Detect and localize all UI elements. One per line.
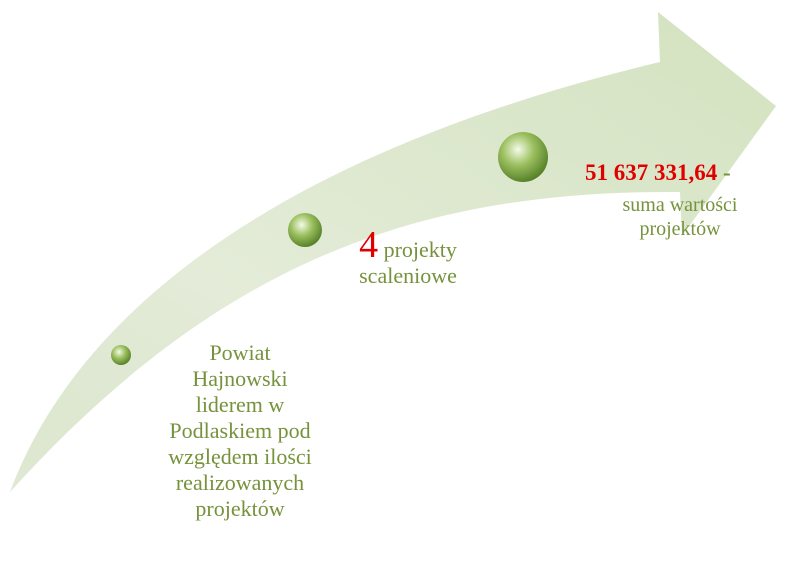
- node-text: 4 projekty scaleniowe: [318, 226, 498, 289]
- node-highlight: 4: [359, 224, 379, 266]
- sphere: [288, 213, 322, 247]
- sphere: [111, 345, 131, 365]
- sphere: [498, 132, 548, 182]
- node-highlight: 51 637 331,64: [585, 160, 718, 185]
- node-heading: 51 637 331,64 -: [585, 160, 790, 186]
- node-separator: -: [723, 160, 731, 185]
- arrow: [10, 12, 776, 492]
- node-label: projekty scaleniowe: [359, 237, 457, 288]
- node-label: suma wartości projektów: [622, 194, 738, 240]
- node-text: Powiat Hajnowski liderem w Podlaskiem po…: [168, 340, 312, 521]
